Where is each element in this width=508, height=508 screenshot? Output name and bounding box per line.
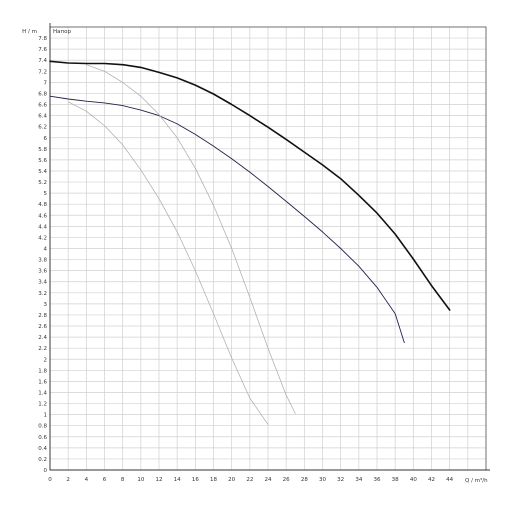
x-tick-label: 10 [137, 477, 144, 483]
y-tick-label: 0.6 [38, 435, 47, 441]
x-tick-label: 32 [337, 477, 344, 483]
x-tick-labels: 0 2 4 6 8 10 12 14 16 18 20 22 24 26 28 30 32 34 36 38 40 42 4… [48, 477, 453, 483]
y-tick-label: 7.8 [38, 36, 47, 42]
y-tick-label: 2.6 [38, 324, 47, 330]
y-tick-label: 2.4 [38, 335, 47, 341]
x-tick-label: 4 [85, 477, 89, 483]
x-tick-label: 42 [428, 477, 435, 483]
y-tick-label: 3.8 [38, 258, 47, 264]
y-tick-label: 5.2 [38, 180, 47, 186]
chart-grid [49, 26, 487, 471]
x-tick-label: 8 [121, 477, 125, 483]
y-tick-label: 6 [44, 136, 48, 142]
y-tick-label: 7.4 [38, 58, 47, 64]
y-tick-label: 5.8 [38, 147, 47, 153]
y-tick-label: 6.8 [38, 91, 47, 97]
y-tick-label: 1.2 [38, 402, 47, 408]
y-tick-label: 2.8 [38, 313, 47, 319]
x-tick-label: 14 [174, 477, 181, 483]
x-tick-label: 40 [410, 477, 417, 483]
y-tick-label: 3 [44, 302, 48, 308]
y-tick-label: 1.6 [38, 379, 47, 385]
y-tick-label: 0.4 [38, 446, 47, 452]
x-tick-label: 26 [283, 477, 290, 483]
y-axis-unit-label: H / m [22, 29, 37, 35]
chart-series [49, 60, 451, 425]
y-tick-label: 1.4 [38, 390, 47, 396]
x-axis-label: Q / m³/h [465, 477, 488, 484]
x-tick-label: 0 [48, 477, 52, 483]
x-tick-label: 2 [66, 477, 70, 483]
y-tick-label: 2.2 [38, 346, 47, 352]
y-tick-label: 4 [44, 247, 48, 253]
y-tick-label: 5.4 [38, 169, 47, 175]
x-tick-label: 16 [192, 477, 199, 483]
x-tick-label: 38 [392, 477, 399, 483]
x-tick-label: 36 [374, 477, 381, 483]
x-tick-label: 22 [246, 477, 253, 483]
y-axis-label: Напор [53, 29, 71, 35]
x-tick-label: 6 [103, 477, 107, 483]
x-tick-label: 18 [210, 477, 217, 483]
series-line-1 [49, 60, 451, 311]
x-tick-label: 24 [265, 477, 272, 483]
y-tick-label: 2 [44, 357, 48, 363]
y-tick-label: 5 [44, 191, 48, 197]
y-tick-label: 0 [44, 468, 48, 474]
y-tick-label: 6.6 [38, 103, 47, 109]
y-tick-label: 7.2 [38, 69, 47, 75]
x-tick-label: 34 [355, 477, 362, 483]
chart-axes [49, 23, 490, 471]
y-tick-label: 7 [44, 80, 48, 86]
y-tick-label: 7.6 [38, 47, 47, 53]
y-tick-label: 4.4 [38, 224, 47, 230]
y-tick-label: 3.6 [38, 269, 47, 275]
x-tick-label: 20 [228, 477, 235, 483]
y-tick-label: 4.2 [38, 235, 47, 241]
y-tick-label: 6.2 [38, 125, 47, 131]
series-line-4 [67, 101, 269, 425]
y-tick-label: 0.8 [38, 424, 47, 430]
y-tick-label: 5.6 [38, 158, 47, 164]
y-tick-label: 1.8 [38, 368, 47, 374]
y-tick-labels: 0 0.2 0.4 0.6 0.8 1 1.2 1.4 1.6 1.8 2 2.2 2.4 2.6 2.8 3… [38, 36, 47, 474]
y-tick-label: 1 [44, 413, 48, 419]
y-tick-label: 3.2 [38, 291, 47, 297]
series-line-2 [49, 95, 405, 344]
y-tick-label: 6.4 [38, 114, 47, 120]
y-tick-label: 0.2 [38, 457, 47, 463]
x-tick-label: 44 [446, 477, 453, 483]
series-line-3 [85, 64, 296, 414]
x-tick-label: 28 [301, 477, 308, 483]
x-tick-label: 30 [319, 477, 326, 483]
y-tick-label: 3.4 [38, 280, 47, 286]
x-tick-label: 12 [156, 477, 163, 483]
y-tick-label: 4.6 [38, 213, 47, 219]
y-tick-label: 4.8 [38, 202, 47, 208]
